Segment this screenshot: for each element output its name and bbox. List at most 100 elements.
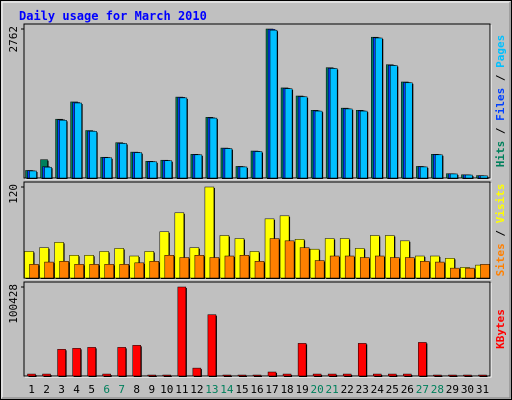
bar [297, 343, 307, 377]
bar [207, 314, 217, 377]
x-tick-label: 8 [133, 383, 140, 396]
bar [42, 373, 51, 377]
bar-shadow [163, 376, 172, 377]
bar [390, 65, 398, 179]
x-tick-label: 24 [371, 383, 385, 396]
bar [194, 154, 203, 179]
bar [134, 152, 142, 179]
x-tick-label: 29 [446, 383, 459, 396]
bar [269, 29, 278, 179]
bar [224, 148, 233, 179]
bar [72, 348, 81, 377]
bar [465, 267, 475, 279]
x-tick-label: 9 [148, 383, 155, 396]
bar [344, 255, 355, 279]
x-tick-label: 20 [311, 383, 324, 396]
bar [463, 374, 472, 377]
x-tick-label: 3 [58, 383, 65, 396]
x-tick-label: 21 [326, 383, 339, 396]
bar [204, 186, 215, 279]
bar [147, 374, 157, 377]
bar [89, 264, 99, 279]
bar [282, 373, 292, 377]
bar [239, 166, 248, 179]
bar [373, 373, 382, 377]
x-tick-label: 30 [461, 383, 474, 396]
bar [478, 374, 487, 377]
x-tick-label: 19 [295, 383, 308, 396]
bar [132, 345, 141, 377]
legend: Hits / Files / Pages [494, 35, 507, 168]
x-tick-label: 7 [118, 383, 125, 396]
x-tick-label: 27 [416, 383, 429, 396]
bar [29, 264, 39, 279]
bar [134, 262, 144, 279]
legend-separator: / [494, 68, 507, 88]
bar [359, 110, 368, 179]
legend: KBytes [494, 309, 507, 349]
legend-separator: / [494, 121, 507, 141]
legend-entry: Visits [494, 184, 507, 224]
bar-shadow [449, 376, 458, 377]
panel [23, 281, 491, 377]
x-tick-label: 13 [205, 383, 218, 396]
legend-entry: Pages [494, 35, 507, 68]
bar-shadow [464, 376, 473, 377]
bar [385, 235, 395, 279]
bar [59, 120, 67, 179]
bar [420, 261, 430, 279]
bar [448, 374, 457, 377]
bar [327, 373, 337, 377]
bar [329, 255, 340, 279]
bar-shadow [238, 376, 247, 377]
x-tick-label: 10 [160, 383, 173, 396]
bar [209, 117, 218, 179]
legend-separator: / [494, 223, 507, 243]
bar [254, 151, 263, 179]
bar [209, 257, 220, 279]
bar [405, 82, 413, 179]
bar [164, 160, 173, 179]
y-tick-label: 100428 [7, 284, 20, 324]
x-tick-label: 26 [401, 383, 414, 396]
bar [342, 373, 352, 377]
bar [314, 110, 323, 179]
x-tick-label: 4 [73, 383, 80, 396]
legend-entry: KBytes [494, 309, 507, 349]
x-tick-label: 23 [356, 383, 369, 396]
bar [237, 374, 247, 377]
bar [450, 267, 460, 279]
bar [74, 102, 82, 179]
bar [480, 264, 490, 279]
bar [239, 255, 250, 279]
bar [329, 68, 338, 179]
bar [375, 37, 383, 179]
bar [27, 373, 36, 377]
bar [357, 343, 367, 377]
bar [114, 248, 124, 279]
bar [159, 231, 170, 279]
legend-entry: Hits [494, 141, 507, 168]
bar [164, 255, 175, 279]
bar [149, 261, 160, 279]
y-tick-label: 2762 [7, 26, 20, 53]
bar [252, 374, 262, 377]
x-tick-label: 6 [103, 383, 110, 396]
x-tick-label: 17 [265, 383, 278, 396]
bar [267, 371, 277, 377]
bar [117, 347, 126, 377]
bar-shadow [148, 376, 157, 377]
bar [57, 349, 66, 377]
bar [284, 240, 295, 279]
bar [312, 373, 322, 377]
bar [480, 175, 488, 179]
bar [450, 173, 458, 179]
bar [177, 286, 187, 377]
legend-entry: Files [494, 88, 507, 121]
bar [104, 264, 114, 279]
bar [390, 257, 400, 279]
